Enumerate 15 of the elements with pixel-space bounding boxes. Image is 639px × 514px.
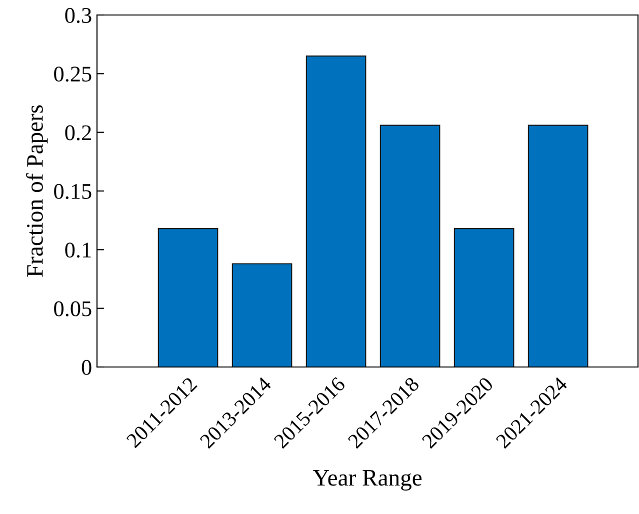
y-axis-title: Fraction of Papers (26, 105, 48, 277)
bar (306, 56, 366, 367)
bar (158, 228, 218, 367)
bar (528, 124, 588, 367)
bar (380, 124, 440, 367)
y-tick-label: 0.3 (65, 8, 92, 24)
y-tick-label: 0 (82, 360, 92, 375)
y-tick-label: 0.2 (65, 125, 91, 140)
y-tick-label: 0.05 (54, 301, 92, 316)
bar (454, 228, 514, 367)
x-axis-title: Year Range (312, 470, 422, 491)
y-tick-label: 0.1 (65, 242, 91, 258)
y-tick-label: 0.25 (54, 66, 92, 82)
bar (232, 263, 292, 367)
y-tick-label: 0.15 (54, 184, 92, 200)
